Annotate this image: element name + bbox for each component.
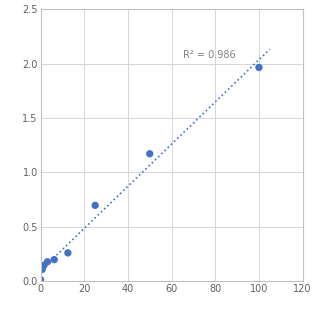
Point xyxy=(40,267,45,272)
Point xyxy=(38,277,43,282)
Text: R² = 0.986: R² = 0.986 xyxy=(183,51,235,61)
Point xyxy=(45,259,50,264)
Point xyxy=(52,257,57,262)
Point xyxy=(66,251,71,256)
Point xyxy=(147,151,152,156)
Point xyxy=(41,263,46,268)
Point xyxy=(256,65,261,70)
Point xyxy=(93,203,98,208)
